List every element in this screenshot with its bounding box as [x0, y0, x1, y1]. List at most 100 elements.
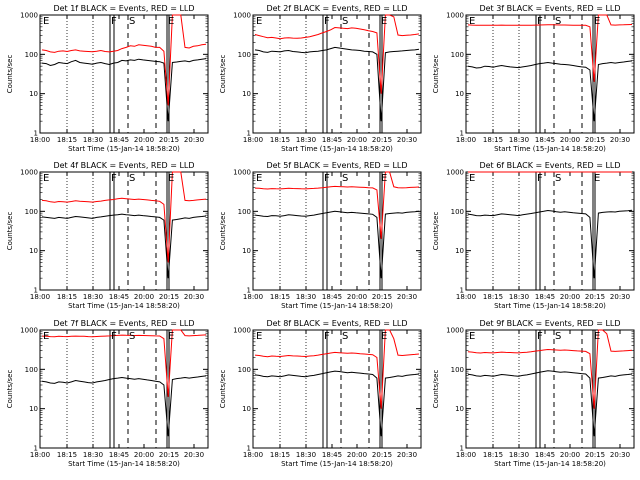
x-tick-label: 20:00 — [560, 293, 580, 301]
event-marker-s: S — [342, 331, 348, 342]
panel-det-9: Det 9f BLACK = Events, RED = LLD 1 10 100 10… — [432, 319, 635, 468]
event-marker-s: S — [342, 173, 348, 184]
y-tick-label: 100 — [238, 366, 251, 374]
event-marker-f: F — [324, 16, 330, 27]
y-tick-label: 1000 — [446, 169, 464, 177]
event-marker-e: E — [594, 331, 600, 342]
x-tick-label: 20:00 — [347, 136, 367, 144]
y-tick-label: 1 — [460, 130, 464, 138]
x-tick-label: 18:30 — [296, 451, 316, 459]
x-tick-label: 20:30 — [397, 293, 417, 301]
event-marker-s: S — [129, 173, 135, 184]
y-tick-label: 10 — [455, 90, 464, 98]
lld-series-line — [254, 14, 420, 94]
plot-frame — [252, 329, 422, 449]
x-tick-label: 20:15 — [585, 451, 605, 459]
y-tick-label: 1 — [247, 287, 251, 295]
y-tick-label: 100 — [451, 51, 464, 59]
x-tick-label: 20:15 — [585, 293, 605, 301]
x-tick-label: 18:45 — [109, 136, 129, 144]
x-tick-label: 20:00 — [347, 293, 367, 301]
panel-det-8: Det 8f BLACK = Events, RED = LLD 1 10 100 10… — [219, 319, 422, 468]
y-axis-label: Counts/sec — [219, 55, 227, 94]
panel-title: Det 4f BLACK = Events, RED = LLD — [53, 161, 194, 170]
x-axis-label: Start Time (15-Jan-14 18:58:20) — [68, 145, 180, 153]
event-marker-f: F — [324, 173, 330, 184]
x-tick-label: 18:15 — [270, 136, 290, 144]
event-marker-s: S — [342, 16, 348, 27]
lld-series-line — [254, 329, 420, 409]
y-axis-label: Counts/sec — [6, 212, 14, 251]
y-axis-label: Counts/sec — [6, 370, 14, 409]
x-tick-label: 18:15 — [57, 136, 77, 144]
y-axis-label: Counts/sec — [6, 55, 14, 94]
x-tick-label: 20:30 — [184, 136, 204, 144]
y-tick-label: 1000 — [20, 169, 38, 177]
x-tick-label: 20:00 — [560, 136, 580, 144]
x-tick-label: 20:00 — [134, 451, 154, 459]
event-marker-e: E — [469, 331, 475, 342]
panel-det-4: Det 4f BLACK = Events, RED = LLD 1 10 100 10… — [6, 161, 209, 310]
event-marker-e: E — [43, 331, 49, 342]
y-axis-label: Counts/sec — [432, 55, 440, 94]
x-axis-label: Start Time (15-Jan-14 18:58:20) — [281, 145, 393, 153]
x-tick-label: 20:30 — [397, 136, 417, 144]
x-tick-label: 18:30 — [509, 451, 529, 459]
y-tick-label: 1 — [34, 130, 38, 138]
x-axis-label: Start Time (15-Jan-14 18:58:20) — [68, 302, 180, 310]
event-marker-s: S — [555, 16, 561, 27]
panel-det-2: Det 2f BLACK = Events, RED = LLD 1 10 100 10… — [219, 4, 422, 153]
x-tick-label: 18:45 — [322, 136, 342, 144]
x-axis-label: Start Time (15-Jan-14 18:58:20) — [494, 145, 606, 153]
y-tick-label: 1 — [460, 445, 464, 453]
plot-frame — [465, 14, 635, 134]
x-tick-label: 18:00 — [243, 451, 263, 459]
plot-frame — [252, 171, 422, 291]
y-tick-label: 10 — [29, 90, 38, 98]
event-marker-f: F — [537, 331, 543, 342]
x-tick-label: 20:30 — [184, 451, 204, 459]
plot-frame — [39, 14, 209, 134]
x-tick-label: 18:30 — [509, 293, 529, 301]
panel-det-7: Det 7f BLACK = Events, RED = LLD 1 10 100 10… — [6, 319, 209, 468]
x-axis-label: Start Time (15-Jan-14 18:58:20) — [68, 460, 180, 468]
y-tick-label: 10 — [455, 247, 464, 255]
y-tick-label: 1 — [247, 445, 251, 453]
event-marker-e: E — [256, 16, 262, 27]
x-tick-label: 18:00 — [30, 136, 50, 144]
x-tick-label: 20:30 — [397, 451, 417, 459]
y-axis-label: Counts/sec — [219, 212, 227, 251]
x-tick-label: 20:30 — [610, 136, 630, 144]
panel-title: Det 6f BLACK = Events, RED = LLD — [479, 161, 620, 170]
y-tick-label: 1000 — [233, 12, 251, 20]
y-tick-label: 10 — [29, 405, 38, 413]
x-tick-label: 20:30 — [610, 293, 630, 301]
event-marker-f: F — [537, 16, 543, 27]
x-tick-label: 18:15 — [57, 293, 77, 301]
event-marker-e: E — [594, 173, 600, 184]
lld-series-line — [41, 14, 207, 106]
x-tick-label: 18:30 — [83, 136, 103, 144]
x-tick-label: 20:15 — [372, 136, 392, 144]
plot-frame — [39, 329, 209, 449]
event-marker-e: E — [168, 16, 174, 27]
events-series-line — [467, 370, 633, 437]
y-tick-label: 10 — [242, 247, 251, 255]
y-tick-label: 1 — [34, 287, 38, 295]
event-marker-s: S — [555, 173, 561, 184]
events-series-line — [41, 375, 207, 437]
x-axis-label: Start Time (15-Jan-14 18:58:20) — [494, 460, 606, 468]
event-marker-e: E — [168, 331, 174, 342]
x-tick-label: 18:30 — [296, 293, 316, 301]
x-tick-label: 18:00 — [243, 293, 263, 301]
event-marker-e: E — [43, 173, 49, 184]
lld-series-line — [467, 14, 633, 82]
x-tick-label: 20:15 — [372, 451, 392, 459]
event-marker-e: E — [381, 16, 387, 27]
x-tick-label: 18:30 — [83, 451, 103, 459]
x-tick-label: 20:00 — [347, 451, 367, 459]
y-axis-label: Counts/sec — [219, 370, 227, 409]
y-tick-label: 100 — [451, 366, 464, 374]
y-axis-label: Counts/sec — [432, 370, 440, 409]
x-tick-label: 20:15 — [372, 293, 392, 301]
